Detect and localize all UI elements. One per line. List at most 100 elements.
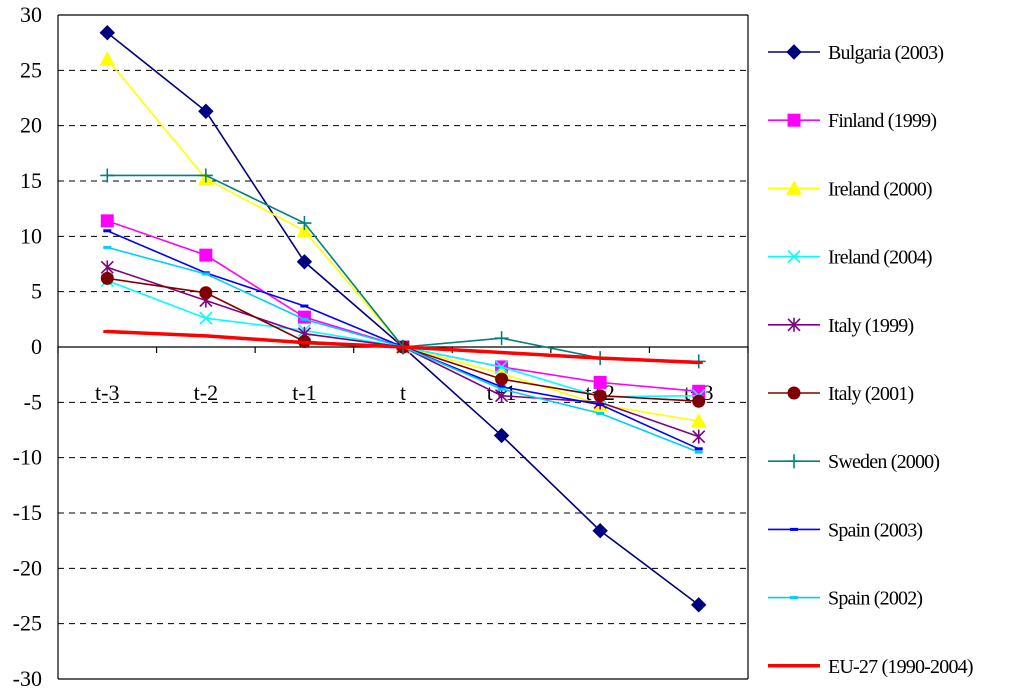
data-point [692,429,706,444]
data-point [296,222,313,238]
data-point [495,372,509,386]
y-tick-label: 30 [20,2,42,27]
data-point [495,360,509,374]
legend-label: Sweden (2000) [828,451,939,473]
data-point [296,254,313,270]
data-point [198,103,214,119]
data-point [596,356,605,360]
data-point [100,214,114,228]
y-tick-label: -30 [13,666,42,691]
data-point [399,345,407,349]
x-tick-label: t-2 [194,380,218,405]
legend-item: Spain (2002) [768,588,923,610]
series-0 [99,24,707,613]
data-point [300,304,309,308]
data-point [99,51,116,66]
data-point [497,385,506,389]
data-point [100,168,115,183]
legend-marker [790,664,798,668]
grid-layer [58,14,748,625]
data-point [103,245,112,249]
legend-label: Finland (1999) [828,110,936,132]
legend-label: Spain (2003) [828,519,922,541]
data-point [495,388,509,403]
data-point [297,216,312,231]
data-point [596,403,605,407]
data-point [199,248,213,262]
series-line [106,32,700,606]
legend-marker [790,527,798,531]
data-point [497,351,506,355]
y-tick-label: 15 [20,168,42,193]
legend-marker [787,454,801,469]
series-layer [99,24,707,613]
legend-label: Italy (1999) [828,315,914,337]
data-point [691,597,707,613]
data-point [592,522,608,539]
legend-label: Ireland (2004) [828,247,932,269]
legend-marker [787,113,801,127]
y-tick-label: 5 [31,279,42,304]
series-9 [103,329,703,365]
data-point [99,24,115,41]
series-line [107,220,699,393]
data-point [198,168,213,183]
legend-label: Italy (2001) [828,383,914,405]
data-point [692,394,706,408]
data-point [201,272,210,276]
data-point [497,387,506,391]
legend-item: Finland (1999) [768,110,937,132]
data-point [199,311,213,325]
data-point [593,375,607,389]
y-tick-label: 20 [20,113,42,138]
legend-item: Spain (2003) [768,519,923,541]
y-tick-label: -20 [13,555,42,580]
legend-item: Ireland (2004) [768,247,933,269]
data-point [100,271,114,285]
legend-layer: Bulgaria (2003) Finland (1999) Ireland (20… [768,42,974,678]
series-2 [99,51,707,428]
legend-marker [787,386,801,400]
data-point [300,341,309,345]
y-tick-label: -10 [13,445,42,470]
x-tick-label: t [400,380,406,405]
y-tick-label: -25 [13,611,42,636]
legend-marker [786,44,802,60]
data-point [494,331,509,346]
x-tick-label: t-3 [95,380,119,405]
data-point [694,447,703,451]
y-tick-label: -5 [24,389,42,414]
data-point [690,413,707,428]
data-point [694,450,703,454]
data-point [201,334,210,338]
legend-label: Spain (2002) [828,588,922,610]
series-6 [100,168,706,369]
data-point [103,229,112,233]
data-point [300,317,309,321]
data-point [694,360,703,364]
legend-label: Bulgaria (2003) [828,42,943,64]
y-tick-label: 25 [20,57,42,82]
legend-item: Ireland (2000) [768,178,933,200]
legend-marker [787,250,801,264]
data-point [199,286,213,300]
y-tick-label: 10 [20,223,42,248]
legend-item: EU-27 (1990-2004) [768,656,974,678]
legend-marker [790,596,798,600]
data-point [103,330,112,334]
legend-label: EU-27 (1990-2004) [828,656,973,678]
legend-item: Bulgaria (2003) [768,42,944,64]
data-point [593,389,607,403]
x-tick-label: t-1 [292,380,316,405]
legend-label: Ireland (2000) [828,178,932,200]
y-tick-label: -15 [13,500,42,525]
legend-marker [786,180,802,195]
legend-item: Italy (1999) [768,315,914,337]
data-point [596,411,605,415]
legend-item: Italy (2001) [768,383,914,405]
y-tick-label: 0 [31,334,42,359]
data-point [493,427,510,444]
series-line [106,58,699,422]
